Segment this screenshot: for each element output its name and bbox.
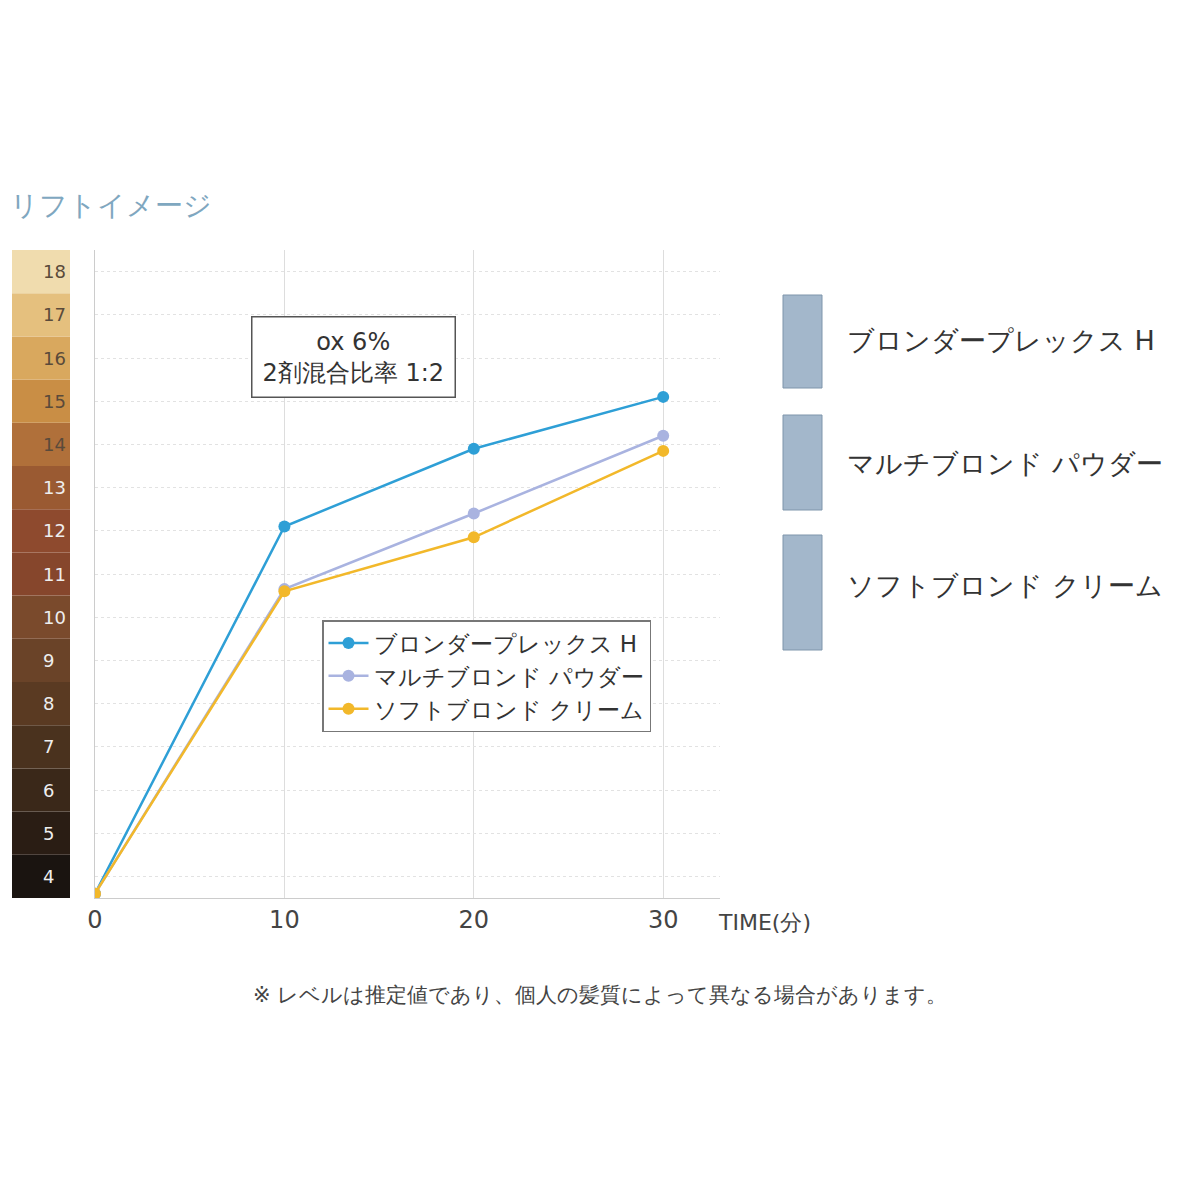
svg-text:ソフトブロンド クリーム: ソフトブロンド クリーム: [374, 697, 644, 723]
svg-text:TIME(分): TIME(分): [718, 910, 811, 935]
svg-text:ソフトブロンド クリーム: ソフトブロンド クリーム: [847, 570, 1163, 601]
svg-text:17: 17: [43, 304, 66, 325]
svg-text:0: 0: [87, 906, 102, 934]
svg-text:8: 8: [43, 693, 54, 714]
svg-text:9: 9: [43, 650, 54, 671]
svg-text:ブロンダープレックス H: ブロンダープレックス H: [847, 325, 1155, 356]
svg-text:7: 7: [43, 736, 54, 757]
svg-text:4: 4: [43, 866, 54, 887]
svg-text:5: 5: [43, 823, 54, 844]
svg-text:11: 11: [43, 564, 66, 585]
svg-text:18: 18: [43, 261, 66, 282]
svg-text:10: 10: [43, 607, 66, 628]
svg-text:マルチブロンド パウダー: マルチブロンド パウダー: [847, 448, 1163, 479]
svg-text:※ レベルは推定値であり、個人の髪質によって異なる場合があり: ※ レベルは推定値であり、個人の髪質によって異なる場合があります。: [253, 983, 947, 1007]
svg-text:ox 6%2剤混合比率 1:2: ox 6%2剤混合比率 1:2: [263, 328, 445, 387]
svg-text:マルチブロンド パウダー: マルチブロンド パウダー: [374, 664, 644, 690]
svg-text:10: 10: [269, 906, 300, 934]
svg-text:20: 20: [459, 906, 490, 934]
svg-text:6: 6: [43, 780, 54, 801]
svg-text:13: 13: [43, 477, 66, 498]
svg-text:16: 16: [43, 348, 66, 369]
svg-text:12: 12: [43, 520, 66, 541]
svg-text:ブロンダープレックス H: ブロンダープレックス H: [374, 631, 638, 657]
svg-text:リフトイメージ: リフトイメージ: [10, 189, 212, 222]
svg-text:15: 15: [43, 391, 66, 412]
svg-text:30: 30: [648, 906, 679, 934]
svg-text:14: 14: [43, 434, 66, 455]
